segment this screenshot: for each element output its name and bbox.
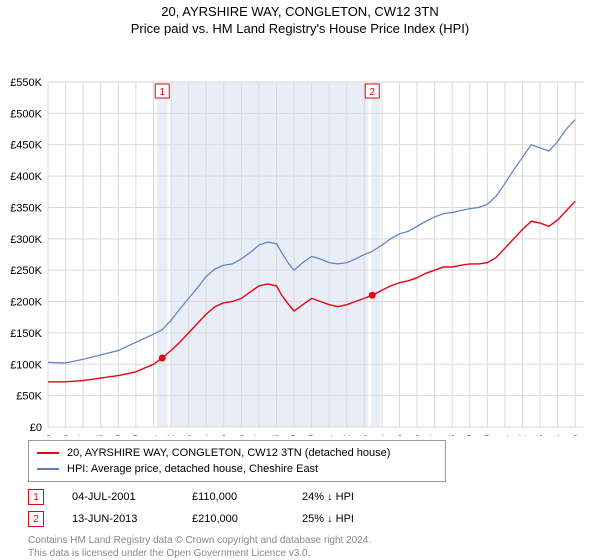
svg-text:1997: 1997	[77, 435, 89, 436]
svg-text:£350K: £350K	[10, 202, 42, 214]
svg-text:£550K: £550K	[10, 77, 42, 89]
svg-text:2018: 2018	[446, 435, 458, 436]
svg-text:2025: 2025	[569, 435, 581, 436]
titles: 20, AYRSHIRE WAY, CONGLETON, CW12 3TN Pr…	[0, 0, 600, 36]
marker-row: 2 13-JUN-2013£210,00025% ↓ HPI	[28, 508, 584, 530]
svg-text:1995: 1995	[42, 435, 54, 436]
svg-text:£50K: £50K	[16, 391, 42, 403]
svg-text:2015: 2015	[393, 435, 405, 436]
svg-text:£100K: £100K	[10, 359, 42, 371]
svg-text:2016: 2016	[411, 435, 423, 436]
marker-row: 1 04-JUL-2001£110,00024% ↓ HPI	[28, 486, 584, 508]
svg-text:£250K: £250K	[10, 265, 42, 277]
svg-text:2019: 2019	[464, 435, 476, 436]
svg-text:2000: 2000	[130, 435, 142, 436]
marker-price: £110,000	[192, 491, 302, 503]
svg-text:2023: 2023	[534, 435, 546, 436]
svg-text:£150K: £150K	[10, 328, 42, 340]
legend-swatch	[37, 452, 59, 454]
svg-text:£500K: £500K	[10, 108, 42, 120]
svg-text:£200K: £200K	[10, 297, 42, 309]
svg-text:£400K: £400K	[10, 171, 42, 183]
svg-text:2006: 2006	[235, 435, 247, 436]
svg-text:2008: 2008	[270, 435, 282, 436]
title-line-1: 20, AYRSHIRE WAY, CONGLETON, CW12 3TN	[0, 4, 600, 19]
svg-text:2012: 2012	[341, 435, 353, 436]
svg-text:£0: £0	[30, 422, 42, 434]
legend-swatch	[37, 468, 59, 470]
svg-text:2001: 2001	[147, 435, 159, 436]
marker-date: 04-JUL-2001	[72, 491, 192, 503]
footer-line-1: Contains HM Land Registry data © Crown c…	[28, 534, 584, 547]
marker-number-box: 1	[28, 489, 44, 505]
svg-text:1999: 1999	[112, 435, 124, 436]
svg-text:1: 1	[159, 87, 165, 98]
svg-text:1996: 1996	[60, 435, 72, 436]
chart-container: 20, AYRSHIRE WAY, CONGLETON, CW12 3TN Pr…	[0, 0, 600, 560]
footer: Contains HM Land Registry data © Crown c…	[28, 534, 584, 560]
marker-delta: 25% ↓ HPI	[302, 513, 422, 525]
svg-text:2021: 2021	[499, 435, 511, 436]
legend-item: HPI: Average price, detached house, Ches…	[37, 461, 437, 477]
svg-text:2014: 2014	[376, 435, 388, 436]
svg-text:2: 2	[369, 87, 375, 98]
svg-text:2009: 2009	[288, 435, 300, 436]
legend-label: 20, AYRSHIRE WAY, CONGLETON, CW12 3TN (d…	[67, 445, 390, 461]
svg-text:2011: 2011	[323, 435, 335, 436]
svg-text:2004: 2004	[200, 435, 212, 436]
legend: 20, AYRSHIRE WAY, CONGLETON, CW12 3TN (d…	[28, 440, 446, 482]
svg-text:£450K: £450K	[10, 140, 42, 152]
legend-label: HPI: Average price, detached house, Ches…	[67, 461, 318, 477]
price-chart: £0 £50K £100K £150K £200K £250K £300K £350K £400…	[0, 36, 600, 436]
svg-text:2003: 2003	[183, 435, 195, 436]
title-line-2: Price paid vs. HM Land Registry's House …	[0, 21, 600, 36]
marker-table: 1 04-JUL-2001£110,00024% ↓ HPI 2 13-JUN-201…	[28, 486, 584, 530]
svg-text:2007: 2007	[253, 435, 265, 436]
svg-text:2017: 2017	[429, 435, 441, 436]
svg-text:2022: 2022	[516, 435, 528, 436]
svg-text:2005: 2005	[218, 435, 230, 436]
svg-text:1998: 1998	[95, 435, 107, 436]
marker-date: 13-JUN-2013	[72, 513, 192, 525]
svg-text:2002: 2002	[165, 435, 177, 436]
footer-line-2: This data is licensed under the Open Gov…	[28, 547, 584, 560]
svg-text:2013: 2013	[358, 435, 370, 436]
legend-item: 20, AYRSHIRE WAY, CONGLETON, CW12 3TN (d…	[37, 445, 437, 461]
svg-text:£300K: £300K	[10, 234, 42, 246]
svg-text:2010: 2010	[306, 435, 318, 436]
svg-text:2024: 2024	[552, 435, 564, 436]
svg-text:2020: 2020	[481, 435, 493, 436]
marker-number-box: 2	[28, 511, 44, 527]
marker-price: £210,000	[192, 513, 302, 525]
marker-delta: 24% ↓ HPI	[302, 491, 422, 503]
